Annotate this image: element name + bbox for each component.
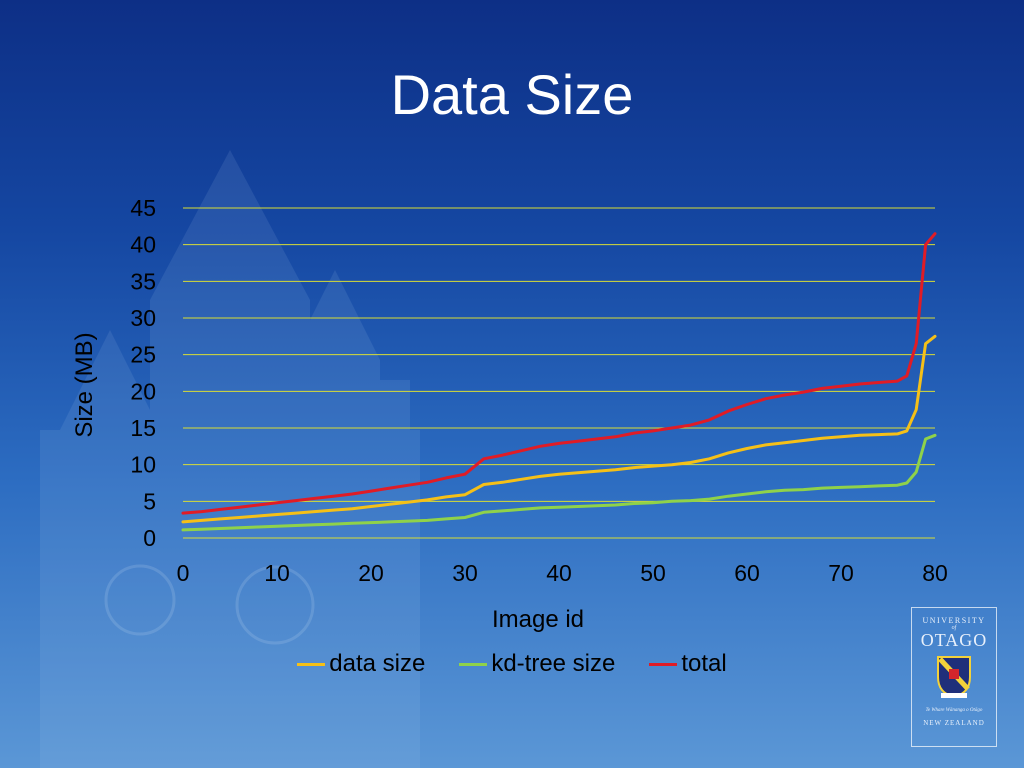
y-tick-label: 45 [130,195,156,221]
x-axis-title: Image id [492,606,584,633]
y-tick-label: 25 [130,342,156,368]
x-tick-label: 80 [922,560,948,586]
legend-label-kd-tree-size: kd-tree size [491,650,616,677]
logo-university-text: UNIVERSITY [922,616,986,625]
legend-swatch-data-size [297,662,326,666]
logo-of-text: of [951,625,957,631]
series-lines [181,232,937,532]
y-tick-label: 40 [130,232,156,258]
x-tick-label: 70 [828,560,854,586]
legend-swatch-total [649,662,678,666]
y-tick-label: 20 [130,378,156,404]
x-tick-label: 40 [546,560,572,586]
x-tick-label: 20 [358,560,384,586]
x-axis-ticks: 0 10 20 30 40 50 60 70 80 [177,560,948,586]
university-logo: UNIVERSITY of OTAGO Te Whare Wānanga o O… [911,607,997,747]
x-tick-label: 60 [734,560,760,586]
slide-title: Data Size [390,63,634,126]
y-axis-title: Size (MB) [71,332,98,437]
legend-label-total: total [681,650,727,677]
x-tick-label: 10 [264,560,290,586]
series-line-total [181,232,937,515]
legend-item-data-size: data size [297,650,425,678]
series-line-kd-tree-size [181,433,937,532]
y-tick-label: 0 [143,525,156,551]
logo-otago-text: OTAGO [920,630,988,650]
crest-icon [912,655,996,704]
legend-swatch-kd-tree-size [459,662,488,666]
legend-item-total: total [649,650,727,678]
x-tick-label: 0 [177,560,190,586]
legend-item-kd-tree-size: kd-tree size [459,650,615,678]
logo-motto-text: Te Whare Wānanga o Otāgo [925,708,983,713]
legend-label-data-size: data size [329,650,426,677]
legend: data size kd-tree size total [0,650,1024,678]
x-tick-label: 50 [640,560,666,586]
y-tick-label: 35 [130,268,156,294]
y-axis-ticks: 0 5 10 15 20 25 30 35 40 45 [130,195,156,551]
y-tick-label: 15 [130,415,156,441]
y-tick-label: 10 [130,452,156,478]
series-line-data-size [181,334,937,524]
x-tick-label: 30 [452,560,478,586]
logo-country-text: NEW ZEALAND [923,719,985,727]
y-tick-label: 5 [143,488,156,514]
y-tick-label: 30 [130,305,156,331]
